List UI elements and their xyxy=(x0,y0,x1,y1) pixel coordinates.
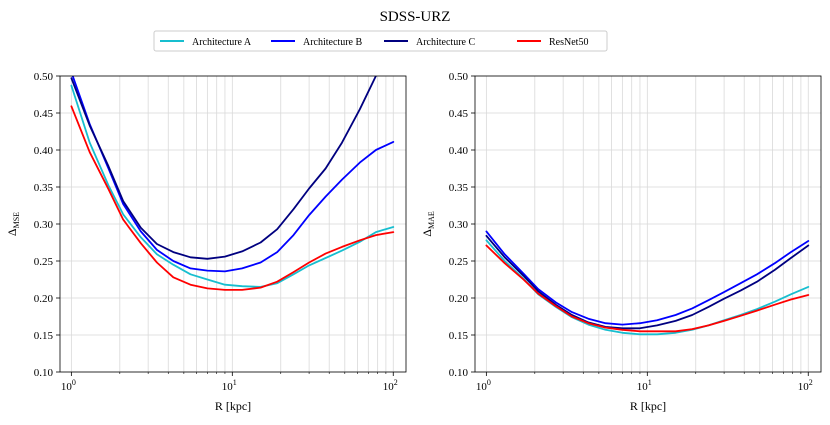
mae-series-architecture-b xyxy=(485,230,810,326)
y-tick-label: 0.15 xyxy=(449,330,469,342)
legend-label-architecture-a: Architecture A xyxy=(192,37,252,48)
legend-entry-architecture-a: Architecture A xyxy=(160,37,252,48)
legend-frame xyxy=(153,30,608,52)
legend-label-resnet50: ResNet50 xyxy=(549,37,588,48)
legend-entry-architecture-c: Architecture C xyxy=(384,37,475,48)
legend-label-architecture-b: Architecture B xyxy=(303,37,362,48)
mse-grid xyxy=(60,75,406,373)
mae-grid xyxy=(475,75,821,373)
mse-series-architecture-a xyxy=(70,84,395,288)
x-tick-label: 101 xyxy=(222,378,237,393)
y-tick-label: 0.45 xyxy=(34,108,54,120)
y-tick-label: 0.15 xyxy=(34,330,54,342)
y-tick-label: 0.40 xyxy=(34,145,54,157)
y-tick-label: 0.20 xyxy=(34,293,54,305)
mae-series-group xyxy=(485,230,810,336)
mse-y-axis-label: ΔMSE xyxy=(5,212,21,236)
mse-series-architecture-b xyxy=(71,76,395,273)
mse-x-axis-label: R [kpc] xyxy=(215,399,251,413)
y-tick-label: 0.20 xyxy=(449,293,469,305)
y-tick-label: 0.25 xyxy=(449,256,469,268)
mse-series-resnet50 xyxy=(70,105,395,291)
y-tick-label: 0.30 xyxy=(449,219,469,231)
mae-panel: 0.10 0.15 0.20 0.25 0.30 0.35 0.40 0.45 0.50 100 1… xyxy=(420,71,822,413)
legend-entry-architecture-b: Architecture B xyxy=(271,37,362,48)
x-tick-label: 100 xyxy=(61,378,76,393)
y-tick-label: 0.35 xyxy=(34,182,54,194)
legend: Architecture A Architecture B Architectu… xyxy=(153,30,608,52)
x-tick-label: 100 xyxy=(476,378,491,393)
legend-label-architecture-c: Architecture C xyxy=(416,37,475,48)
x-tick-label: 101 xyxy=(637,378,652,393)
figure-title: SDSS-URZ xyxy=(380,9,451,25)
y-tick-label: 0.45 xyxy=(449,108,469,120)
y-tick-label: 0.25 xyxy=(34,256,54,268)
legend-entry-resnet50: ResNet50 xyxy=(517,37,588,48)
mse-series-architecture-c xyxy=(70,76,378,260)
mae-series-resnet50 xyxy=(485,244,810,333)
y-tick-label: 0.50 xyxy=(449,71,469,83)
y-tick-label: 0.10 xyxy=(34,367,54,379)
mae-x-axis-label: R [kpc] xyxy=(630,399,666,413)
mae-y-axis-label: ΔMAE xyxy=(420,211,436,237)
y-tick-label: 0.10 xyxy=(449,367,469,379)
y-tick-label: 0.50 xyxy=(34,71,54,83)
mae-series-architecture-c xyxy=(485,234,810,330)
y-tick-label: 0.35 xyxy=(449,182,469,194)
mse-series-group xyxy=(70,76,395,291)
x-tick-label: 102 xyxy=(383,378,398,393)
x-tick-label: 102 xyxy=(798,378,813,393)
y-tick-label: 0.30 xyxy=(34,219,54,231)
mse-panel: 0.10 0.15 0.20 0.25 0.30 0.35 0.40 0.45 0.50 100 1… xyxy=(5,71,407,413)
y-tick-label: 0.40 xyxy=(449,145,469,157)
